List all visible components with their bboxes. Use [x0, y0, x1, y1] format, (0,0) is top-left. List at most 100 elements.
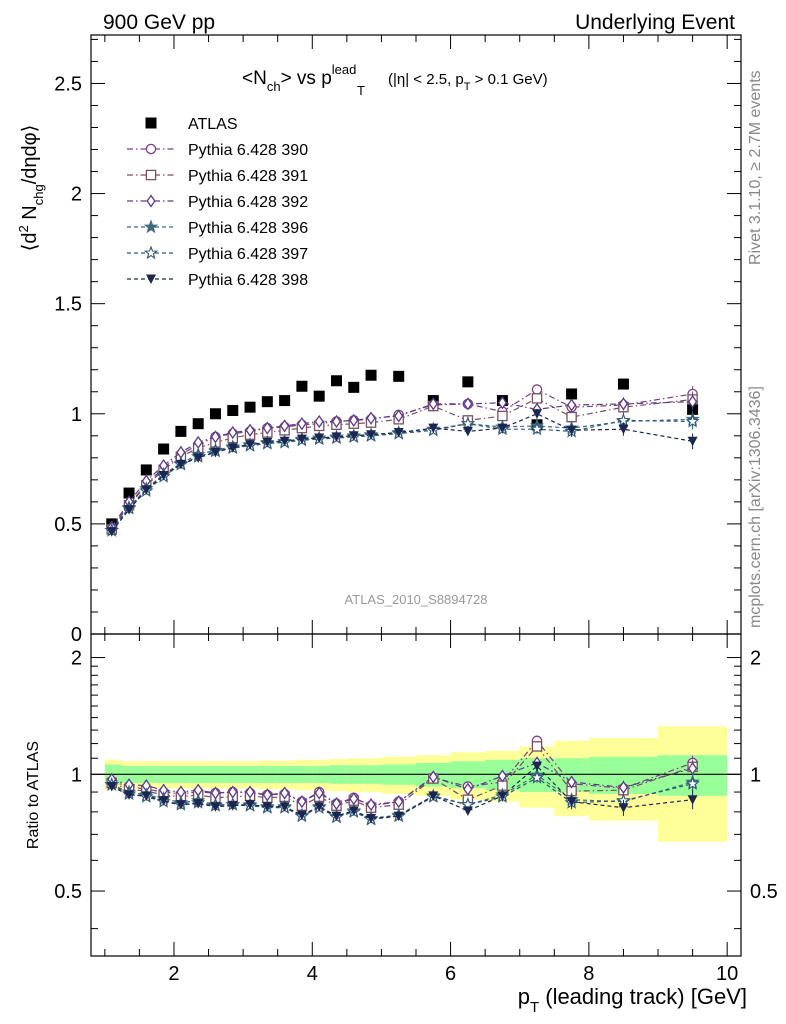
main-point-s392: [497, 396, 508, 410]
xlabel-rest: (leading track) [GeV]: [539, 984, 747, 1009]
title-cuts-sub: T: [464, 81, 471, 93]
ratio-point-s398: [428, 791, 439, 801]
legend-marker-data: [145, 117, 157, 129]
main-point-s397: [529, 421, 545, 436]
legend-marker-s390: [145, 143, 157, 155]
mcplots-reference-text: mcplots.cern.ch [arXiv:1306.3436]: [747, 386, 764, 628]
main-point-s391: [531, 393, 543, 404]
main-point-s392: [314, 414, 324, 429]
main-title: <Nch> vs plead: [242, 62, 356, 94]
main-point-data: [175, 425, 187, 437]
main-point-s390: [531, 384, 543, 395]
legend-label-s398: Pythia 6.428 398: [188, 272, 308, 289]
ratio-point-s398: [566, 797, 577, 807]
main-point-s398: [393, 427, 404, 438]
main-point-s392: [245, 423, 255, 437]
ratio-point-s392: [428, 770, 438, 784]
ylabel-a: ⟨d: [19, 232, 41, 251]
ratio-point-s392: [618, 780, 629, 795]
main-point-data: [313, 390, 325, 402]
main-point-s398: [618, 424, 629, 435]
ylabel-b-sub: chg: [31, 184, 46, 205]
main-y-axis-label: ⟨d2 Nchg/dηdφ⟩: [16, 125, 46, 252]
main-point-data: [279, 395, 291, 407]
main-point-s398: [566, 425, 577, 436]
ratio-point-s397: [529, 770, 545, 784]
ratio-point-s398: [158, 796, 169, 806]
legend-label-s396: Pythia 6.428 396: [188, 220, 308, 237]
ratio-point-s392: [314, 786, 324, 800]
ratio-point-s392: [366, 798, 376, 812]
ratio-point-s392: [463, 782, 473, 796]
main-point-s398: [227, 443, 238, 453]
main-point-s398: [296, 434, 307, 445]
ratio-y-tick-label: 1: [71, 764, 82, 786]
ylabel-c: /dηdφ⟩: [19, 125, 41, 185]
main-point-data: [123, 487, 135, 499]
main-point-s392: [297, 417, 307, 431]
x-axis-label: pT (leading track) [GeV]: [518, 984, 747, 1016]
legend-label-s392: Pythia 6.428 392: [188, 194, 308, 211]
main-point-s398: [279, 436, 290, 447]
main-point-s398: [193, 453, 204, 463]
main-point-s392: [262, 421, 272, 435]
analysis-tag: ATLAS_2010_S8894728: [345, 592, 488, 607]
ratio-y-tick-label-right: 2: [750, 648, 761, 670]
ratio-point-s398: [393, 811, 404, 822]
main-point-s398: [106, 527, 117, 537]
legend-label-s391: Pythia 6.428 391: [188, 168, 308, 185]
main-point-data: [244, 401, 256, 413]
main-y-tick-label: 0: [71, 624, 82, 646]
ratio-point-s398: [618, 803, 629, 813]
xlabel-p: p: [518, 984, 530, 1009]
main-point-data: [209, 408, 221, 420]
main-point-s397: [460, 416, 476, 430]
x-tick-label: 8: [583, 963, 594, 985]
title-lead-sup: lead: [332, 62, 357, 77]
main-point-s398: [497, 423, 508, 434]
title-nch: <N: [242, 68, 267, 89]
legend-marker-s397: [143, 245, 159, 260]
main-point-s398: [210, 447, 221, 458]
main-point-s398: [462, 426, 473, 437]
ratio-series-line-s398: [111, 765, 693, 819]
main-point-s392: [394, 409, 404, 423]
main-point-s398: [314, 433, 325, 444]
legend-label-s397: Pythia 6.428 397: [188, 246, 308, 263]
main-point-s392: [463, 397, 473, 411]
main-point-data: [330, 375, 342, 387]
ratio-point-s398: [532, 761, 543, 772]
ylabel-a-sup: 2: [16, 225, 31, 232]
ratio-point-s392: [497, 769, 508, 783]
main-point-data: [158, 443, 170, 455]
ratio-y-tick-label-right: 0.5: [750, 881, 778, 903]
main-point-data: [348, 381, 360, 393]
legend-label-s390: Pythia 6.428 390: [188, 142, 308, 159]
ratio-point-s398: [262, 802, 273, 812]
title-cuts-end: > 0.1 GeV): [471, 71, 548, 88]
main-point-s398: [687, 436, 698, 447]
main-point-s398: [245, 440, 256, 450]
legend-marker-s391: [145, 169, 157, 181]
legend-label-data: ATLAS: [188, 116, 238, 133]
main-point-s392: [366, 411, 376, 425]
main-point-data: [192, 418, 204, 430]
header-right-text: Underlying Event: [575, 11, 735, 34]
main-point-s391: [566, 411, 577, 423]
ratio-point-s398: [106, 782, 117, 792]
ratio-point-s398: [245, 800, 256, 810]
main-point-s398: [428, 423, 439, 434]
title-cuts-start: (|η| < 2.5, p: [388, 71, 464, 88]
main-point-s398: [262, 437, 273, 448]
main-point-s398: [124, 505, 135, 515]
x-tick-label: 2: [168, 963, 179, 985]
main-point-s392: [566, 398, 577, 412]
ratio-point-s392: [297, 795, 307, 809]
title-pt-sub: T: [357, 83, 365, 98]
main-point-s392: [228, 425, 238, 440]
ratio-y-tick-label: 0.5: [54, 881, 82, 903]
main-point-data: [462, 376, 474, 388]
ratio-y-axis-label: Ratio to ATLAS: [25, 741, 42, 849]
main-point-s398: [141, 485, 152, 495]
main-point-s398: [366, 430, 377, 440]
